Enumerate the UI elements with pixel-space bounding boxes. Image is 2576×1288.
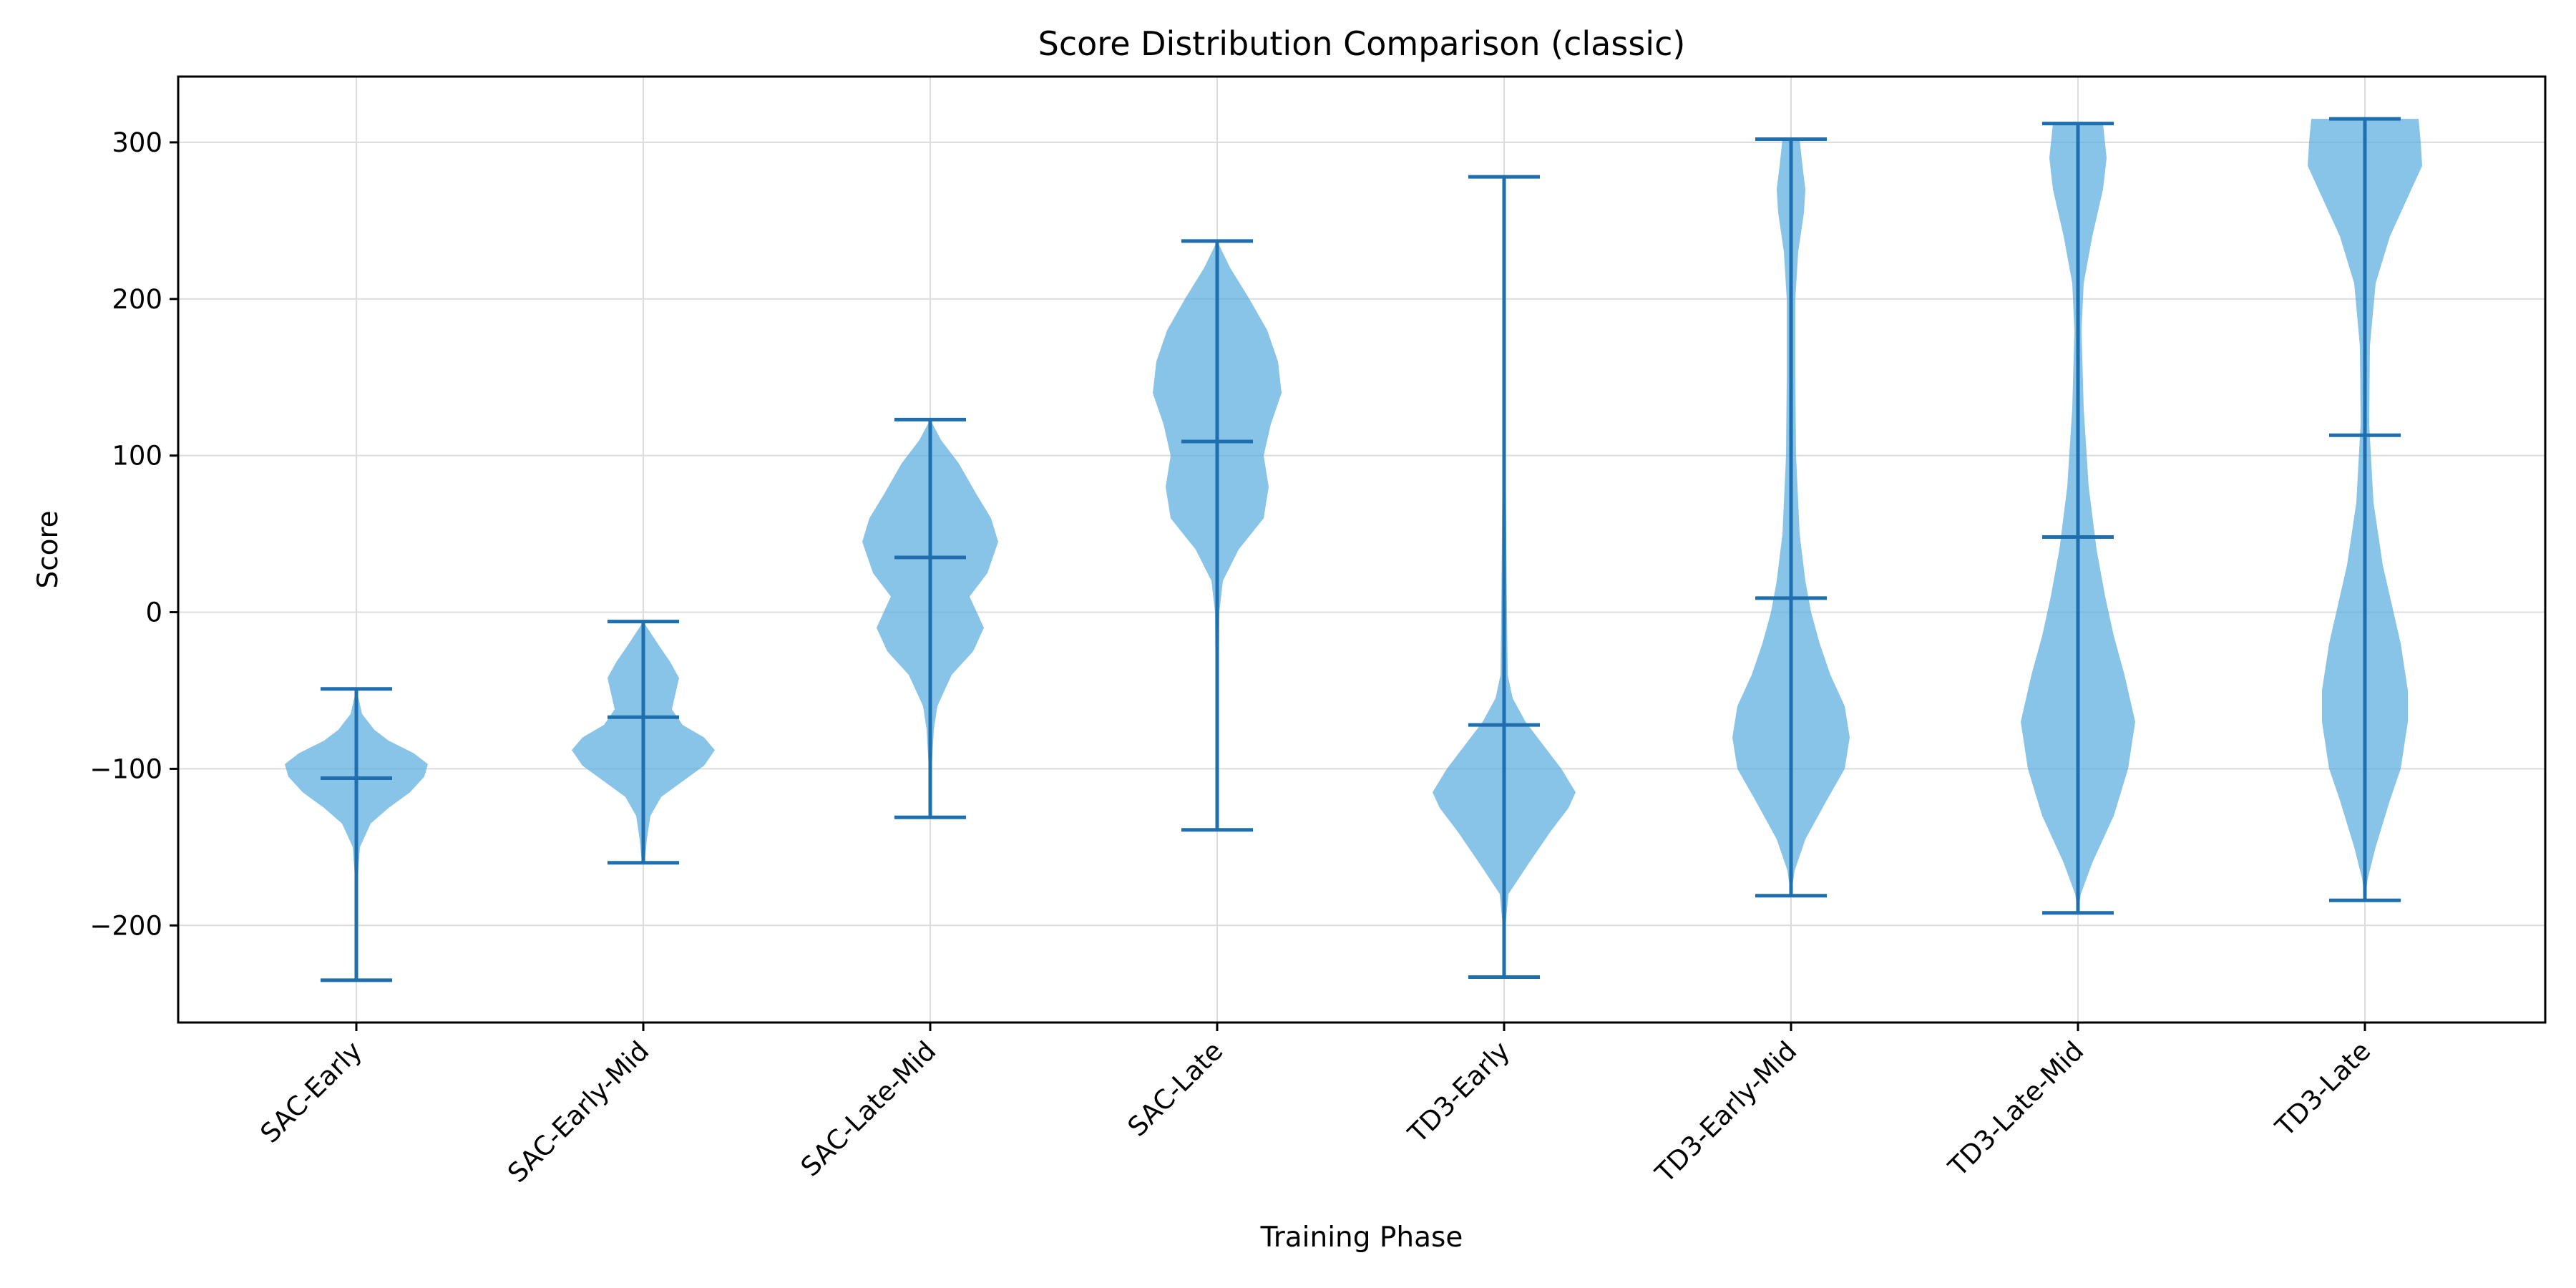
chart-title: Score Distribution Comparison (classic)	[1038, 24, 1686, 63]
y-tick-label: −100	[89, 753, 162, 784]
x-tick-label: TD3-Late-Mid	[1942, 1035, 2089, 1183]
x-tick-label: SAC-Early-Mid	[502, 1035, 655, 1189]
y-axis-label: Score	[32, 510, 64, 588]
y-tick-label: 200	[112, 284, 162, 315]
x-tick-label: TD3-Early-Mid	[1649, 1035, 1803, 1189]
violin-layer	[285, 117, 2422, 982]
y-tick-label: −200	[89, 910, 162, 941]
x-axis-label: Training Phase	[1260, 1221, 1463, 1254]
x-tick-label: SAC-Late	[1122, 1035, 1229, 1143]
y-tick-label: 300	[112, 127, 162, 158]
x-tick-label: SAC-Early	[255, 1035, 369, 1149]
plot-frame	[177, 75, 2547, 1024]
x-tick-label: TD3-Early	[1402, 1035, 1516, 1149]
grid-layer	[178, 77, 2545, 1023]
x-tick-label: SAC-Late-Mid	[795, 1035, 942, 1183]
y-tick-label: 100	[112, 441, 162, 472]
x-tick-label: TD3-Late	[2269, 1035, 2376, 1143]
y-tick-label: 0	[145, 597, 162, 628]
